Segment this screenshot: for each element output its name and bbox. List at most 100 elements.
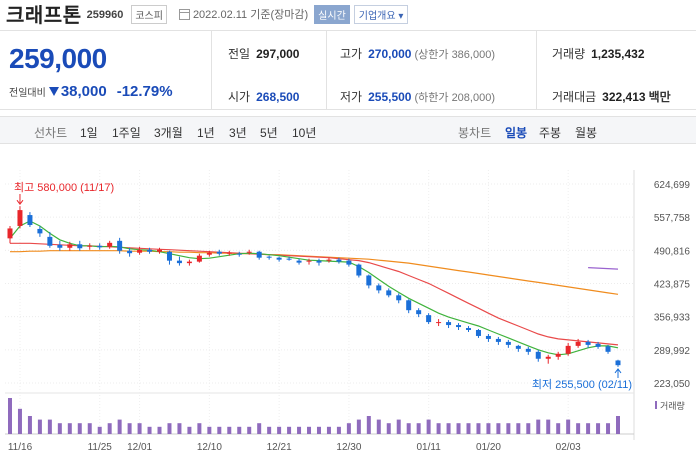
y-tick-label: 423,875	[654, 280, 691, 291]
volume-bar	[396, 419, 401, 434]
volume-bar	[167, 423, 172, 434]
volume-bar	[267, 426, 272, 434]
volume-bar	[616, 416, 620, 434]
amount-unit: 백만	[648, 90, 671, 104]
volume-bar	[516, 423, 521, 434]
candle-body	[575, 341, 581, 346]
volume-bar	[376, 419, 381, 434]
divider	[326, 31, 327, 110]
prev-close-cell: 전일 297,000	[228, 45, 299, 62]
low-arrow-icon	[614, 368, 622, 374]
down-arrow-icon	[48, 87, 59, 96]
volume-label: 거래량	[660, 400, 685, 411]
x-tick-label: 11/25	[88, 442, 113, 453]
volume-bar	[287, 426, 292, 434]
volume-bar	[536, 419, 541, 434]
volume-bar	[446, 423, 451, 434]
volume-bar	[187, 426, 192, 434]
candle-body	[57, 244, 63, 248]
volume-bar	[496, 423, 501, 434]
candle-body	[176, 260, 182, 264]
volume-bar	[556, 423, 561, 434]
amount-cell: 거래대금 322,413 백만	[552, 88, 671, 105]
high-cell: 고가 270,000 (상한가 386,000)	[340, 45, 495, 62]
candle-body	[147, 249, 153, 252]
volume-bar	[406, 423, 411, 434]
corp-info-dropdown[interactable]: 기업개요 ▾	[353, 4, 409, 24]
volume-bar	[586, 423, 591, 434]
high-label: 고가	[340, 47, 363, 61]
realtime-button[interactable]: 실시간	[314, 4, 350, 24]
y-tick-label: 624,699	[654, 180, 691, 191]
candle-body	[117, 240, 123, 251]
volume-bar	[67, 423, 72, 434]
volume-bar	[426, 419, 431, 434]
candle-daily[interactable]: 일봉	[505, 126, 528, 140]
period-3y[interactable]: 3년	[229, 126, 247, 140]
volume-bar	[356, 419, 361, 434]
candle-body	[585, 341, 591, 345]
candle-body	[276, 257, 282, 260]
volume-bar	[466, 423, 471, 434]
candle-body	[17, 210, 23, 226]
candle-body	[565, 345, 571, 354]
volume-bar	[526, 423, 531, 434]
volume-bar	[346, 423, 351, 434]
candle-body	[67, 244, 73, 248]
amount-label: 거래대금	[552, 90, 597, 104]
candle-body	[346, 260, 352, 265]
period-1y[interactable]: 1년	[197, 126, 215, 140]
period-1w[interactable]: 1주일	[112, 126, 141, 140]
x-tick-label: 11/16	[8, 442, 33, 453]
candle-body	[296, 260, 302, 263]
change-percent: -12.79%	[116, 83, 173, 100]
candle-body	[336, 259, 342, 262]
x-tick-label: 01/20	[476, 442, 501, 453]
stock-code: 259960	[86, 9, 124, 21]
candle-monthly[interactable]: 월봉	[575, 126, 598, 140]
line-chart-label: 선차트	[34, 126, 68, 140]
low-label: 저가	[340, 90, 363, 104]
volume-bar	[456, 423, 461, 434]
ma120-line	[588, 267, 619, 270]
volume-bar	[17, 408, 22, 434]
volume-bar	[606, 423, 611, 434]
volume-bar	[117, 419, 122, 434]
volume-bar	[157, 426, 162, 434]
volume-bar	[237, 426, 242, 434]
period-1d[interactable]: 1일	[80, 126, 98, 140]
volume-bar	[8, 398, 12, 434]
prev-close-value: 297,000	[256, 47, 300, 61]
candle-body	[535, 351, 541, 359]
period-10y[interactable]: 10년	[292, 126, 317, 140]
candle-body	[465, 328, 471, 331]
candle-body	[376, 285, 382, 291]
volume-bar	[257, 423, 262, 434]
period-5y[interactable]: 5년	[260, 126, 278, 140]
volume-bar	[386, 423, 391, 434]
chart-background	[5, 160, 634, 458]
candle-body	[485, 335, 491, 339]
candle-body	[7, 228, 13, 239]
volume-bar	[177, 423, 182, 434]
candle-chart-label: 봉차트	[458, 126, 492, 140]
candle-body	[326, 259, 332, 261]
period-3m[interactable]: 3개월	[154, 126, 183, 140]
volume-bar	[197, 423, 202, 434]
stock-name: 크래프톤	[6, 4, 82, 27]
candle-body	[166, 251, 172, 261]
candle-body	[525, 348, 531, 352]
candle-weekly[interactable]: 주봉	[539, 126, 562, 140]
quote-panel: 259,000 전일대비 38,000 -12.79% 전일 297,000 시…	[0, 30, 696, 110]
candle-body	[226, 252, 232, 254]
price-chart[interactable]: 624,699 557,758 490,816 423,875 356,933 289,9…	[0, 160, 696, 458]
open-value: 268,500	[256, 90, 300, 104]
change-label: 전일대비	[9, 88, 46, 99]
candle-body	[416, 310, 422, 315]
candle-body	[426, 315, 432, 323]
candle-body	[505, 341, 511, 345]
candle-body	[356, 264, 362, 276]
volume-bar	[476, 423, 481, 434]
volume-bar	[47, 419, 52, 434]
candle-body	[595, 343, 601, 347]
